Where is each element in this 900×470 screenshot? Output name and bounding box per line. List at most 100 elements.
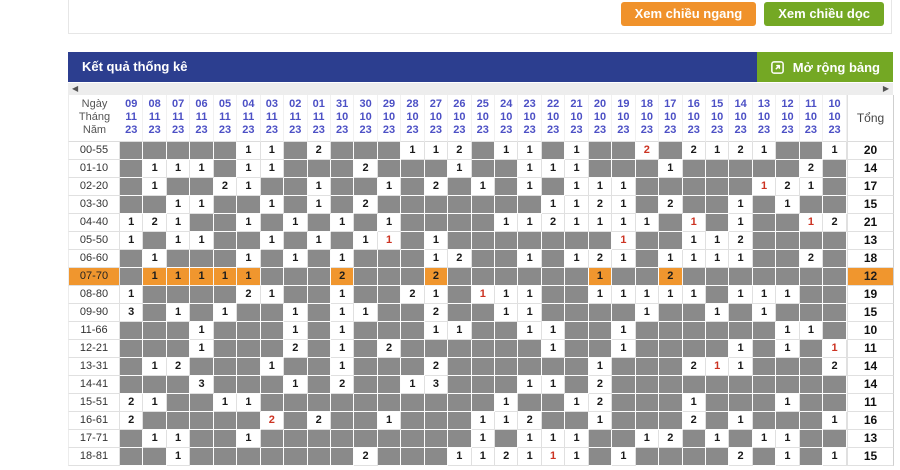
empty-cell	[705, 340, 730, 358]
empty-cell	[635, 358, 660, 376]
empty-cell	[190, 448, 214, 466]
empty-cell	[190, 430, 214, 448]
table-row: 08-80 1 2 1 1 2 1 1 1 1 1 1 1 1 1 1 1 1 19	[68, 286, 894, 304]
empty-cell	[401, 250, 425, 268]
empty-cell	[565, 286, 589, 304]
empty-cell	[752, 268, 777, 286]
stat-cell: 1	[752, 304, 777, 322]
empty-cell	[495, 232, 519, 250]
empty-cell	[237, 196, 261, 214]
empty-cell	[705, 286, 730, 304]
empty-cell	[682, 160, 706, 178]
empty-cell	[823, 322, 847, 340]
empty-cell	[823, 430, 847, 448]
empty-cell	[307, 394, 331, 412]
empty-cell	[143, 142, 167, 160]
stat-cell: 1	[612, 196, 636, 214]
stat-cell: 1	[307, 178, 331, 196]
empty-cell	[330, 178, 355, 196]
stat-cell: 1	[565, 214, 589, 232]
empty-cell	[354, 412, 378, 430]
empty-cell	[354, 214, 378, 232]
scroll-right-icon[interactable]: ▶	[882, 84, 889, 93]
empty-cell	[377, 430, 402, 448]
empty-cell	[237, 358, 261, 376]
stat-cell: 1	[143, 358, 167, 376]
empty-cell	[260, 430, 285, 448]
empty-cell	[495, 250, 519, 268]
date-column-header: 10 10 23	[823, 95, 847, 142]
empty-cell	[471, 232, 495, 250]
stat-cell: 1	[330, 340, 355, 358]
empty-cell	[823, 304, 847, 322]
stat-cell: 2	[495, 448, 519, 466]
stat-cell: 2	[659, 430, 683, 448]
empty-cell	[166, 178, 191, 196]
stat-cell: 1	[518, 178, 542, 196]
stat-cell: 2	[588, 394, 613, 412]
empty-cell	[565, 376, 589, 394]
empty-cell	[518, 358, 542, 376]
empty-cell	[166, 340, 191, 358]
empty-cell	[260, 376, 285, 394]
stat-cell: 1	[330, 304, 355, 322]
stat-cell: 1	[823, 340, 847, 358]
scroll-left-icon[interactable]: ◀	[72, 84, 79, 93]
view-horizontal-button[interactable]: Xem chiều ngang	[620, 2, 757, 26]
stat-cell: 1	[424, 322, 449, 340]
empty-cell	[213, 250, 238, 268]
empty-cell	[143, 340, 167, 358]
table-row: 18-81 1 2 1 1 2 1 1 1 1 2 1 1 15	[68, 448, 894, 466]
empty-cell	[612, 376, 636, 394]
empty-cell	[284, 268, 308, 286]
stat-cell: 1	[260, 196, 285, 214]
empty-cell	[377, 142, 402, 160]
empty-cell	[120, 376, 144, 394]
row-label: 17-71	[68, 430, 120, 448]
stat-cell: 1	[166, 160, 191, 178]
view-vertical-button[interactable]: Xem chiều dọc	[764, 2, 884, 26]
stat-cell: 1	[495, 286, 519, 304]
stat-cell: 1	[143, 430, 167, 448]
table-scroll-strip[interactable]: ◀ ▶	[68, 83, 893, 95]
stat-cell: 1	[752, 286, 777, 304]
stat-cell: 1	[143, 394, 167, 412]
empty-cell	[143, 196, 167, 214]
empty-cell	[213, 286, 238, 304]
stat-cell: 1	[495, 214, 519, 232]
stat-cell: 1	[541, 448, 566, 466]
stat-cell: 3	[424, 376, 449, 394]
stat-cell: 2	[424, 178, 449, 196]
stat-cell: 1	[120, 232, 144, 250]
empty-cell	[307, 286, 331, 304]
empty-cell	[401, 196, 425, 214]
empty-cell	[354, 178, 378, 196]
stat-cell: 2	[354, 448, 378, 466]
stat-cell: 1	[518, 376, 542, 394]
date-column-header: 24 10 23	[495, 95, 519, 142]
empty-cell	[190, 142, 214, 160]
date-column-header: 30 10 23	[354, 95, 378, 142]
empty-cell	[588, 232, 613, 250]
empty-cell	[166, 394, 191, 412]
empty-cell	[260, 178, 285, 196]
stat-cell: 1	[471, 412, 495, 430]
expand-table-button[interactable]: Mở rộng bảng	[756, 52, 893, 82]
empty-cell	[565, 232, 589, 250]
date-column-header: 14 10 23	[729, 95, 753, 142]
empty-cell	[541, 250, 566, 268]
row-label: 12-21	[68, 340, 120, 358]
stat-cell: 1	[190, 232, 214, 250]
stat-cell: 1	[588, 214, 613, 232]
stat-cell: 1	[354, 304, 378, 322]
empty-cell	[260, 304, 285, 322]
stat-cell: 2	[682, 412, 706, 430]
stat-cell: 1	[190, 340, 214, 358]
stat-cell: 2	[166, 358, 191, 376]
empty-cell	[705, 178, 730, 196]
empty-cell	[401, 448, 425, 466]
empty-cell	[237, 448, 261, 466]
empty-cell	[120, 358, 144, 376]
row-label: 04-40	[68, 214, 120, 232]
empty-cell	[752, 322, 777, 340]
